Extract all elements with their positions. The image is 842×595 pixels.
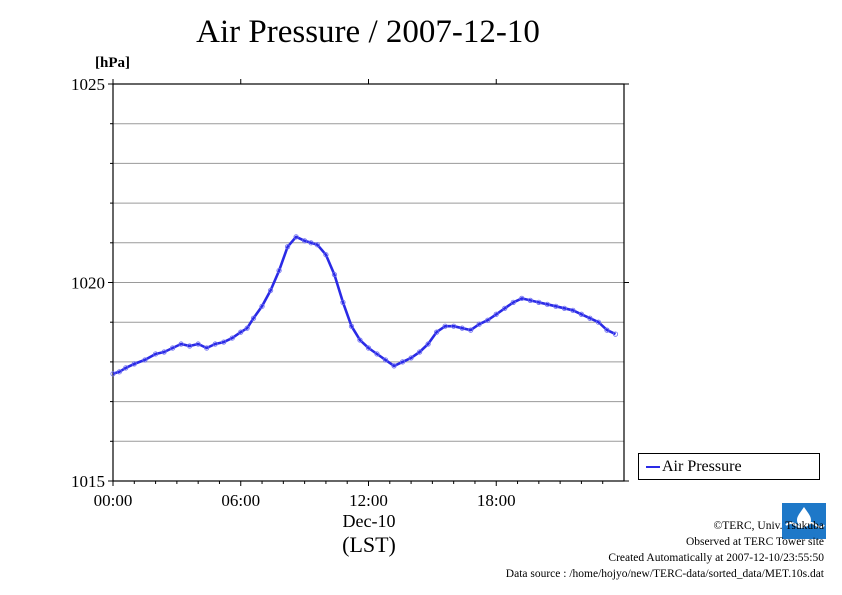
legend-swatch	[646, 466, 660, 468]
data-point	[178, 341, 184, 347]
x-tick-label: 06:00	[221, 491, 260, 510]
data-point	[323, 252, 329, 258]
data-point	[308, 240, 314, 246]
data-point	[123, 365, 129, 371]
x-axis-date-label: Dec-10	[342, 511, 396, 531]
y-axis-unit: [hPa]	[95, 55, 130, 71]
data-point	[229, 335, 235, 341]
data-point	[595, 319, 602, 325]
data-point	[212, 341, 218, 347]
data-point	[357, 337, 363, 343]
credits-block: ©TERC, Univ. Tsukuba Observed at TERC To…	[506, 518, 824, 582]
data-point	[399, 359, 406, 365]
data-point	[161, 349, 167, 355]
credit-source: Data source : /home/hojyo/new/TERC-data/…	[505, 568, 824, 580]
y-tick-label: 1015	[71, 472, 105, 491]
data-point	[276, 267, 282, 274]
data-point	[131, 361, 137, 367]
data-point	[578, 311, 585, 317]
data-point	[267, 287, 274, 294]
data-point	[519, 295, 525, 301]
data-point	[382, 357, 389, 363]
data-point	[544, 301, 550, 307]
data-point	[468, 327, 474, 333]
data-point	[195, 341, 201, 347]
y-tick-label: 1020	[71, 274, 105, 293]
data-point	[604, 327, 610, 333]
data-series-air-pressure	[110, 234, 619, 377]
data-point	[293, 234, 299, 240]
data-point	[221, 339, 227, 345]
data-point	[110, 371, 116, 377]
data-point	[302, 238, 308, 244]
data-point	[170, 345, 176, 351]
data-point	[314, 242, 320, 248]
data-point	[365, 345, 372, 351]
x-tick-label: 12:00	[349, 491, 388, 510]
data-point	[502, 305, 508, 311]
axes: 1015 1020 1025 00:00 06:00 12:00 18:00	[71, 75, 629, 510]
data-point	[408, 355, 414, 361]
data-point	[510, 299, 516, 305]
terc-logo-icon	[782, 503, 826, 539]
credit-copyright: ©TERC, Univ. Tsukuba	[713, 520, 824, 532]
data-point	[425, 341, 431, 347]
data-point	[152, 351, 159, 357]
data-point	[416, 349, 423, 355]
data-point	[459, 325, 465, 331]
x-tick-label: 18:00	[477, 491, 516, 510]
x-tick-label: 00:00	[94, 491, 133, 510]
data-point	[340, 299, 346, 305]
data-point	[259, 303, 265, 309]
data-point	[348, 323, 355, 329]
legend: Air Pressure	[638, 453, 820, 480]
data-point	[284, 244, 291, 250]
data-point	[391, 363, 397, 369]
data-point	[244, 325, 250, 331]
data-point	[527, 297, 533, 303]
y-tick-label: 1025	[71, 75, 105, 94]
air-pressure-line	[112, 235, 617, 376]
data-point	[142, 357, 148, 363]
data-point	[331, 271, 338, 278]
data-point	[187, 343, 193, 349]
data-point	[570, 307, 576, 313]
data-point	[476, 321, 482, 327]
data-point	[587, 315, 593, 321]
data-point	[612, 331, 619, 337]
data-point	[536, 299, 542, 305]
credit-created: Created Automatically at 2007-12-10/23:5…	[608, 552, 824, 564]
data-point	[451, 323, 457, 329]
data-point	[250, 315, 257, 321]
data-point	[434, 329, 440, 335]
data-point	[485, 317, 491, 323]
data-point	[238, 329, 244, 335]
data-point	[561, 305, 567, 311]
legend-label: Air Pressure	[662, 458, 742, 475]
data-point	[374, 351, 380, 357]
x-axis-label: (LST)	[342, 532, 396, 557]
data-point	[204, 345, 210, 351]
chart-title: Air Pressure / 2007-12-10	[196, 14, 540, 50]
data-point	[553, 303, 559, 309]
credit-site: Observed at TERC Tower site	[685, 536, 824, 548]
data-point	[493, 311, 499, 317]
data-point	[442, 323, 448, 329]
gridlines	[113, 123, 624, 442]
data-point	[116, 369, 122, 375]
